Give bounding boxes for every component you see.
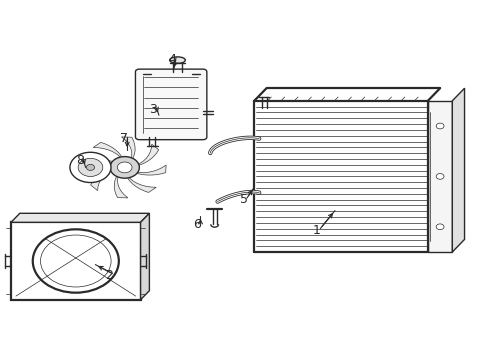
Text: 4: 4: [168, 53, 176, 66]
Circle shape: [78, 158, 102, 176]
Text: 1: 1: [312, 224, 320, 237]
Ellipse shape: [169, 57, 185, 63]
Polygon shape: [90, 169, 113, 191]
Polygon shape: [93, 142, 122, 159]
Circle shape: [33, 229, 119, 293]
Circle shape: [70, 152, 111, 183]
Circle shape: [117, 162, 132, 173]
Polygon shape: [11, 213, 149, 222]
Polygon shape: [451, 88, 464, 252]
Text: 6: 6: [193, 219, 201, 231]
Bar: [427, 101, 451, 252]
Polygon shape: [126, 176, 156, 193]
Circle shape: [41, 235, 111, 287]
Circle shape: [435, 123, 443, 129]
Text: 8: 8: [76, 154, 83, 167]
Polygon shape: [136, 144, 159, 166]
Polygon shape: [134, 165, 166, 175]
Text: 2: 2: [105, 269, 113, 282]
Polygon shape: [141, 213, 149, 300]
Text: 3: 3: [149, 103, 157, 116]
Text: 7: 7: [120, 132, 127, 145]
Polygon shape: [122, 137, 135, 160]
FancyBboxPatch shape: [135, 69, 206, 140]
Text: 5: 5: [239, 193, 247, 206]
Circle shape: [435, 224, 443, 230]
Circle shape: [86, 165, 94, 170]
Circle shape: [435, 174, 443, 179]
Circle shape: [110, 157, 139, 178]
Polygon shape: [114, 175, 127, 198]
Polygon shape: [83, 160, 115, 170]
Bar: [11, 222, 141, 300]
